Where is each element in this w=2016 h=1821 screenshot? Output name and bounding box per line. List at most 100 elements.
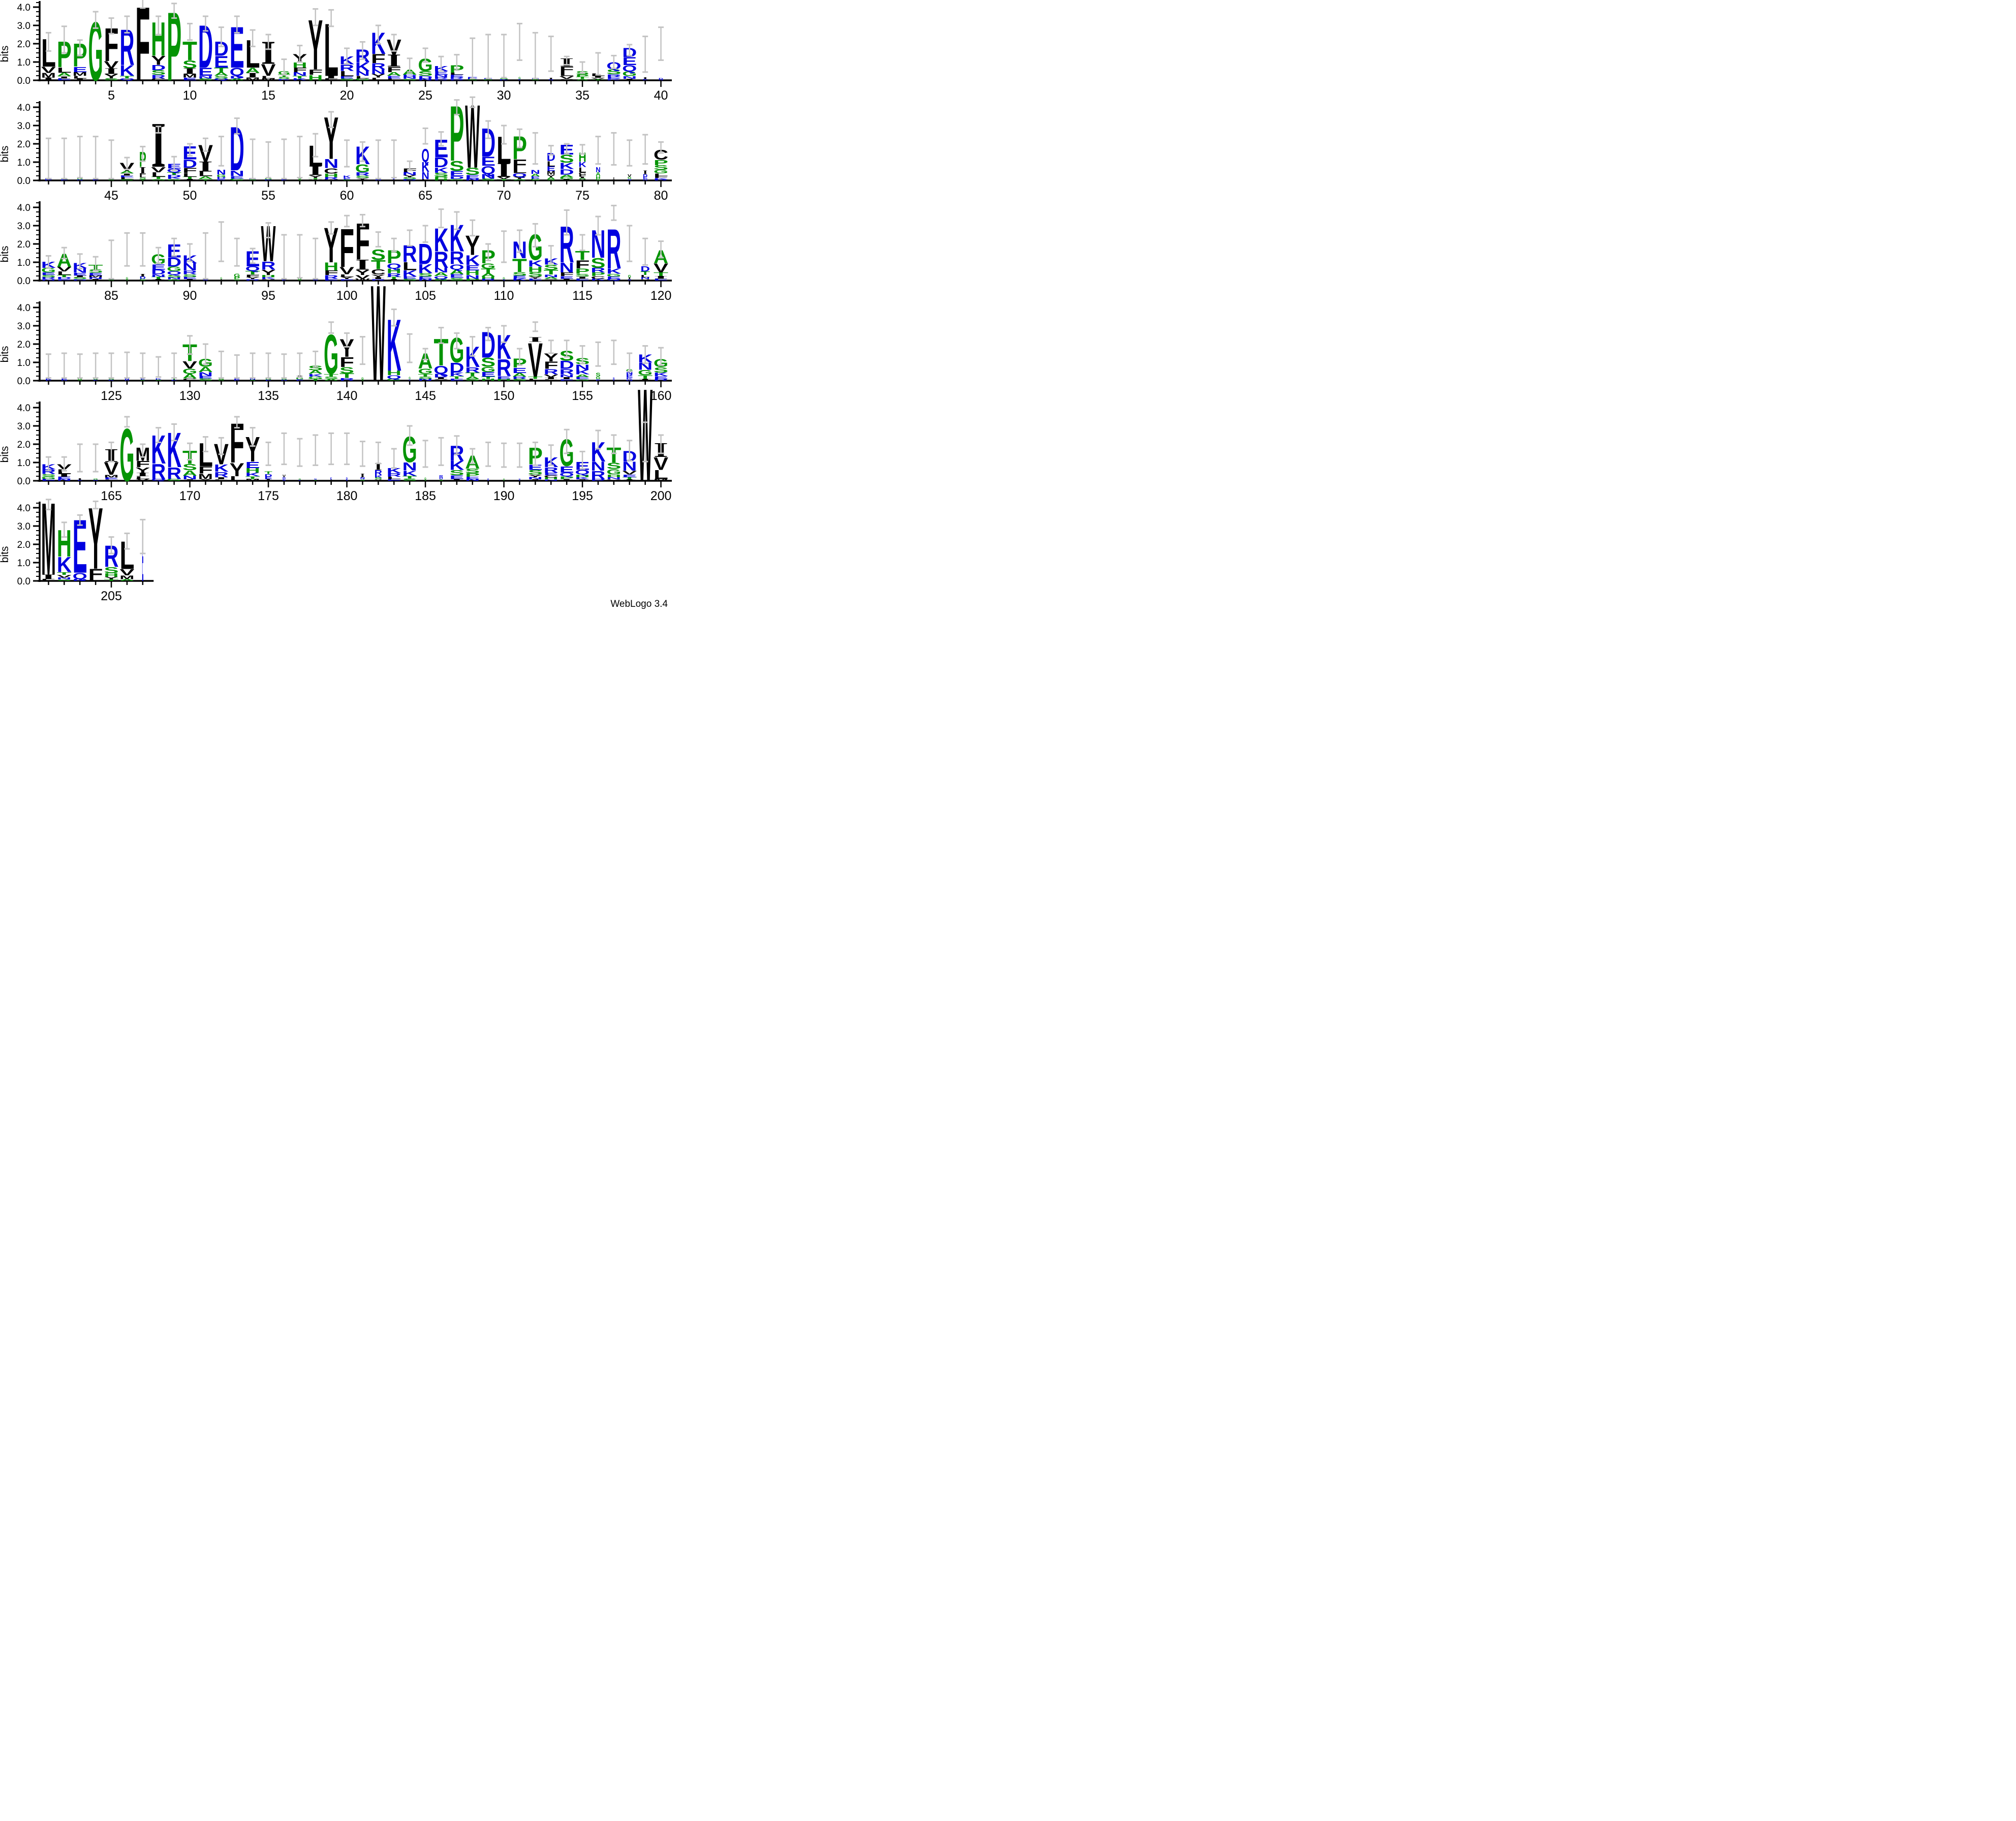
logo-letter: S [73, 277, 90, 280]
logo-letter: F [544, 360, 559, 372]
logo-letter: F [198, 465, 213, 476]
logo-letter: E [387, 479, 405, 482]
logo-letter: S [324, 377, 338, 380]
logo-letter: G [167, 178, 181, 181]
logo-letter: K [512, 279, 529, 282]
logo-letter: N [622, 75, 637, 80]
y-tick-label: 3.0 [17, 321, 30, 332]
logo-letter: I [198, 159, 213, 175]
logo-letter: R [433, 77, 450, 80]
logo-letter: V [104, 60, 119, 71]
logo-letter: R [465, 366, 480, 375]
logo-letter: I [41, 77, 56, 81]
logo-letter: A [560, 174, 576, 178]
x-tick-label: 30 [497, 88, 511, 103]
logo-letter: Y [245, 277, 263, 280]
logo-letter: V [591, 77, 607, 80]
logo-letter: H [324, 260, 338, 273]
logo-letter: T [575, 249, 590, 263]
logo-letter: Q [622, 64, 637, 74]
logo-letter: F [575, 258, 590, 271]
logo-letter: K [654, 177, 669, 180]
logo-letter: I [578, 176, 587, 178]
logo-letter: R [167, 464, 181, 482]
logo-letter: R [182, 270, 199, 275]
logo-letter: N [292, 72, 307, 77]
logo-letter: S [234, 279, 241, 281]
logo-letter: E [41, 271, 56, 276]
logo-letter: S [481, 178, 499, 181]
logo-letter: E [544, 472, 559, 476]
logo-letter: D [659, 77, 664, 80]
y-tick-label: 3.0 [17, 521, 30, 532]
logo-letter: S [371, 246, 386, 263]
logo-letter: T [465, 372, 480, 378]
logo-letter: S [402, 279, 420, 282]
logo-letter: F [245, 274, 262, 279]
logo-letter: P [433, 176, 448, 179]
logo-letter: E [393, 178, 396, 180]
logo-letter: Q [626, 379, 633, 381]
logo-letter: K [418, 262, 433, 276]
logo-letter: S [575, 273, 590, 277]
logo-letter: T [402, 475, 419, 480]
logo-letter: Y [355, 177, 372, 180]
logo-letter: F [308, 68, 323, 77]
logo-letter: G [575, 379, 590, 381]
logo-letter: T [497, 178, 514, 181]
logo-letter: G [41, 477, 57, 480]
logo-letter: N [355, 70, 370, 77]
logo-letter: E [613, 379, 615, 381]
logo-letter: Q [119, 78, 135, 81]
logo-letter: D [167, 175, 183, 178]
logo-letter: D [125, 379, 131, 381]
logo-letter: I [324, 75, 338, 79]
y-tick-label: 3.0 [17, 221, 30, 232]
logo-letter: N [622, 459, 637, 474]
logo-letter: V [654, 261, 669, 275]
logo-letter: P [575, 267, 590, 276]
logo-letter: T [308, 379, 323, 382]
x-tick-label: 15 [261, 88, 275, 103]
y-tick-label: 1.0 [17, 258, 30, 268]
y-tick-label: 2.0 [17, 239, 30, 250]
logo-letter: N [314, 478, 317, 480]
logo-letter: V [41, 65, 56, 75]
logo-letter: D [449, 78, 464, 81]
logo-letter: N [57, 479, 73, 482]
logo-letter: L [88, 579, 105, 582]
logo-letter: D [264, 473, 273, 478]
logo-letter: K [156, 378, 163, 380]
y-tick-label: 2.0 [17, 540, 30, 550]
logo-letter: Y [528, 276, 543, 280]
logo-letter: S [298, 179, 302, 181]
logo-letter: N [418, 279, 435, 282]
logo-letter: P [560, 475, 574, 480]
logo-letter: G [216, 175, 227, 178]
logo-letter: L [57, 66, 72, 75]
logo-letter: R [151, 460, 166, 484]
logo-letter: D [433, 78, 449, 81]
logo-letter: S [119, 179, 138, 181]
logo-letter: T [418, 373, 435, 378]
logo-letter: F [139, 174, 147, 177]
logo-letter: Y [261, 268, 276, 277]
logo-letter: W [324, 179, 339, 181]
logo-letter: I [387, 50, 401, 71]
logo-letter: N [281, 380, 288, 381]
logo-letter: M [245, 77, 260, 81]
logo-letter: L [230, 475, 245, 482]
logo-row-3: 0.01.02.03.04.0bitsNRSEGKEDTLVADSIENKINM… [0, 201, 672, 303]
logo-letter: Y [375, 479, 383, 481]
logo-letter: E [198, 66, 213, 78]
logo-letter: T [481, 268, 496, 275]
logo-letter: S [606, 68, 621, 76]
logo-letter: I [528, 336, 543, 344]
logo-letter: I [613, 177, 614, 180]
logo-letter: I [78, 478, 84, 480]
logo-letter: E [214, 53, 229, 71]
logo-letter: E [518, 79, 521, 81]
logo-letter: R [449, 77, 466, 80]
logo-letter: I [140, 273, 146, 277]
logo-letter: E [449, 475, 464, 480]
